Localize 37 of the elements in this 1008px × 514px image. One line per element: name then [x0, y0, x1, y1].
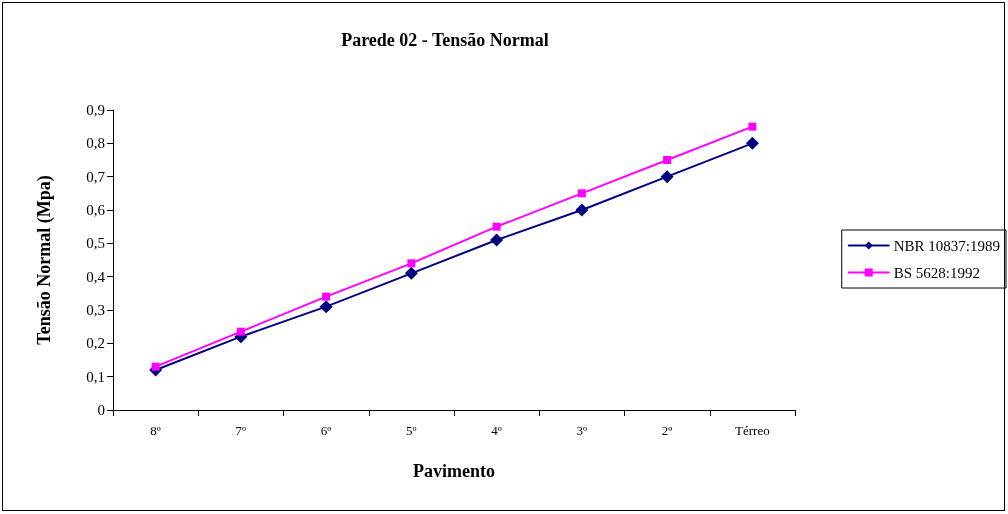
point: [663, 156, 672, 164]
x-axis-title: Pavimento: [413, 461, 495, 481]
y-tick-label: 0,9: [86, 102, 105, 118]
x-tick-label: 6º: [320, 423, 332, 438]
y-tick-label: 0: [97, 402, 105, 418]
y-tick-label: 0,4: [86, 268, 106, 285]
point: [745, 136, 759, 150]
point: [748, 122, 757, 131]
point: [407, 259, 416, 268]
x-tick-label: 4º: [491, 423, 502, 438]
y-tick-label: 0,5: [86, 235, 105, 252]
legend-label: NBR 10837:1989: [893, 237, 1001, 254]
y-tick-label: 0,8: [86, 135, 105, 152]
x-tick-label: 5º: [406, 423, 417, 438]
point: [236, 327, 245, 336]
point: [322, 292, 331, 301]
x-tick-label: Térreo: [735, 423, 770, 438]
x-tick-label: 7º: [235, 423, 247, 438]
y-axis-title: Tensão Normal (Mpa): [34, 175, 55, 345]
point: [490, 233, 504, 247]
x-tick-label: 8º: [150, 423, 161, 438]
x-tick-label: 2º: [661, 423, 673, 438]
x-tick-label: 3º: [576, 423, 588, 438]
y-tick-label: 0,6: [86, 202, 106, 218]
y-tick-label: 0,7: [86, 168, 106, 185]
y-tick-label: 0,2: [86, 335, 105, 352]
point: [577, 189, 586, 198]
chart-title: Parede 02 - Tensão Normal: [341, 30, 549, 50]
y-tick-label: 0,1: [86, 368, 105, 385]
point: [151, 362, 160, 371]
point: [319, 300, 333, 314]
legend-label: BS 5628:1992: [893, 264, 981, 281]
point: [492, 222, 501, 231]
y-tick-label: 0,3: [86, 302, 105, 318]
point: [404, 266, 418, 280]
point: [660, 170, 674, 184]
point: [575, 203, 589, 217]
